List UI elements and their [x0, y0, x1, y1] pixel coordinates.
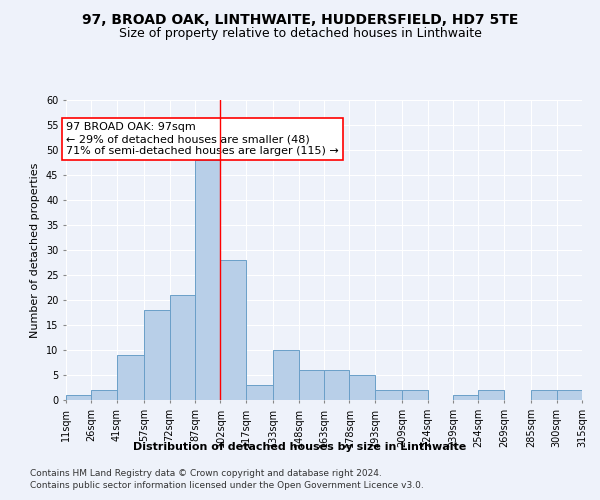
Bar [195, 160, 220, 400]
Bar [531, 390, 557, 400]
Text: 97 BROAD OAK: 97sqm
← 29% of detached houses are smaller (48)
71% of semi-detach: 97 BROAD OAK: 97sqm ← 29% of detached ho… [66, 122, 339, 156]
Text: Distribution of detached houses by size in Linthwaite: Distribution of detached houses by size … [133, 442, 467, 452]
Bar [117, 355, 144, 400]
Bar [91, 390, 117, 400]
Bar [170, 295, 195, 400]
Bar [246, 385, 273, 400]
Bar [144, 310, 170, 400]
Text: 97, BROAD OAK, LINTHWAITE, HUDDERSFIELD, HD7 5TE: 97, BROAD OAK, LINTHWAITE, HUDDERSFIELD,… [82, 12, 518, 26]
Text: Size of property relative to detached houses in Linthwaite: Size of property relative to detached ho… [119, 28, 481, 40]
Text: Contains HM Land Registry data © Crown copyright and database right 2024.: Contains HM Land Registry data © Crown c… [30, 468, 382, 477]
Bar [220, 260, 246, 400]
Bar [349, 375, 375, 400]
Bar [453, 395, 478, 400]
Bar [324, 370, 349, 400]
Text: Contains public sector information licensed under the Open Government Licence v3: Contains public sector information licen… [30, 481, 424, 490]
Bar [273, 350, 299, 400]
Bar [375, 390, 402, 400]
Bar [402, 390, 428, 400]
Bar [557, 390, 582, 400]
Bar [299, 370, 324, 400]
Y-axis label: Number of detached properties: Number of detached properties [31, 162, 40, 338]
Bar [478, 390, 504, 400]
Bar [66, 395, 91, 400]
